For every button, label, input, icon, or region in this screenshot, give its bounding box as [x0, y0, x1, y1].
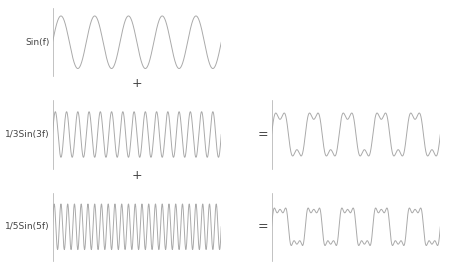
Text: +: +	[132, 169, 142, 182]
Text: +: +	[132, 77, 142, 90]
Text: Sin(f): Sin(f)	[26, 38, 50, 47]
Text: =: =	[257, 128, 268, 141]
Text: 1/5Sin(5f): 1/5Sin(5f)	[6, 222, 50, 231]
Text: 1/3Sin(3f): 1/3Sin(3f)	[6, 130, 50, 139]
Text: =: =	[257, 220, 268, 233]
